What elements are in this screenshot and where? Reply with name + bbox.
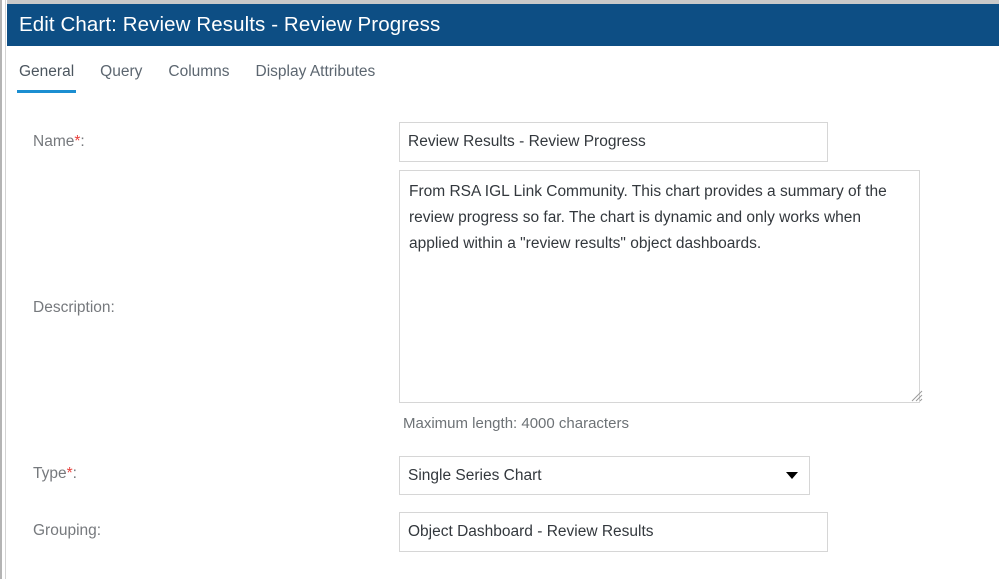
description-field-label: Description: xyxy=(33,299,115,317)
name-field-label: Name*: xyxy=(33,133,85,151)
name-input[interactable] xyxy=(399,122,828,162)
description-label-text: Description: xyxy=(33,299,115,316)
grouping-input[interactable] xyxy=(399,512,828,552)
type-field-label: Type*: xyxy=(33,465,77,483)
type-required-asterisk: * xyxy=(66,465,73,482)
type-label-colon: : xyxy=(72,465,77,482)
type-label-text: Type xyxy=(33,465,67,482)
tab-columns-label: Columns xyxy=(168,63,230,80)
description-max-length-helper: Maximum length: 4000 characters xyxy=(403,415,629,432)
chevron-down-icon xyxy=(786,472,798,479)
general-tab-panel: Name*: Description: Maximum length: 4000… xyxy=(7,98,999,579)
dialog-title: Edit Chart: Review Results - Review Prog… xyxy=(19,13,441,36)
description-textarea[interactable] xyxy=(399,170,920,403)
tab-query[interactable]: Query xyxy=(100,63,142,93)
tab-columns[interactable]: Columns xyxy=(168,63,229,93)
name-label-colon: : xyxy=(80,133,85,150)
tab-display-attributes[interactable]: Display Attributes xyxy=(256,63,376,93)
dialog-title-bar: Edit Chart: Review Results - Review Prog… xyxy=(7,4,999,46)
tab-display-attributes-label: Display Attributes xyxy=(255,63,376,80)
name-label-text: Name xyxy=(33,133,75,150)
type-select-value: Single Series Chart xyxy=(408,466,542,484)
window-left-edge xyxy=(0,0,6,579)
window-top-edge xyxy=(7,0,999,4)
tab-bar: General Query Columns Display Attributes xyxy=(7,46,999,98)
grouping-field-label: Grouping: xyxy=(33,522,101,540)
grouping-label-text: Grouping: xyxy=(33,522,102,539)
name-required-asterisk: * xyxy=(74,133,81,150)
tab-query-label: Query xyxy=(100,63,143,80)
tab-general[interactable]: General xyxy=(16,63,77,93)
type-select[interactable]: Single Series Chart xyxy=(399,456,810,495)
tab-general-label: General xyxy=(19,63,75,80)
